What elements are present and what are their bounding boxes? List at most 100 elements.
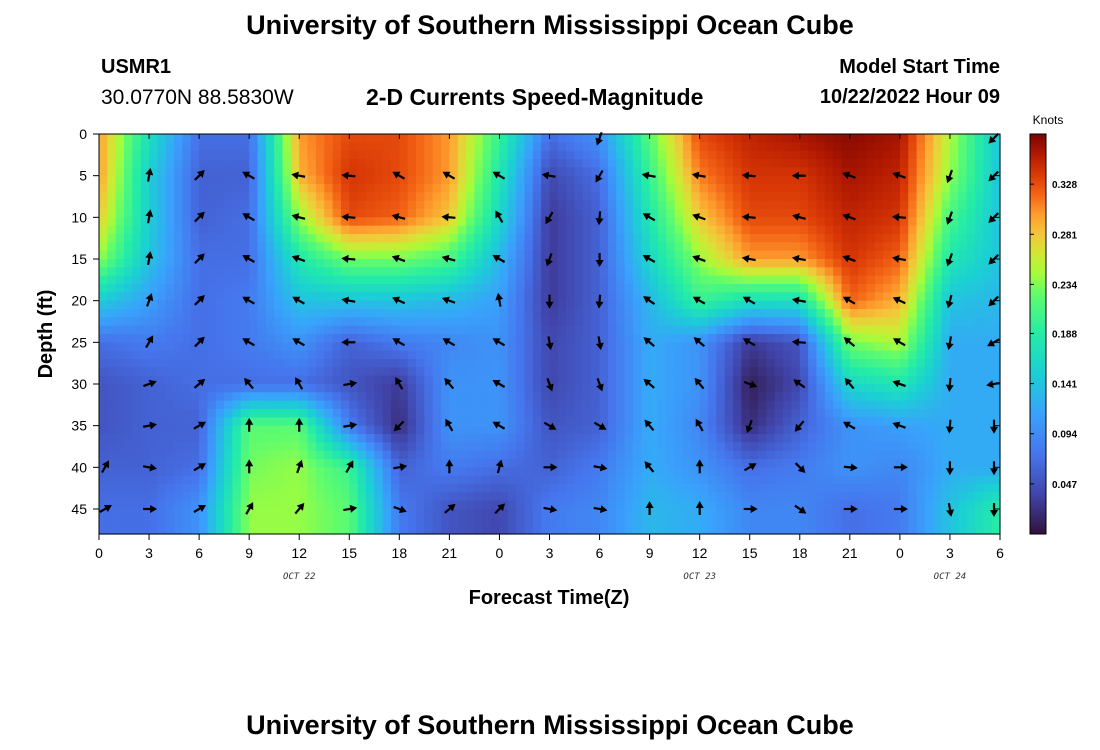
- heatmap-cell: [357, 359, 367, 368]
- heatmap-cell: [699, 350, 709, 360]
- heatmap-cell: [132, 350, 142, 360]
- heatmap-cell: [849, 409, 859, 418]
- heatmap-cell: [599, 350, 609, 360]
- heatmap-cell: [624, 259, 634, 268]
- heatmap-cell: [224, 317, 234, 327]
- heatmap-cell: [449, 492, 459, 502]
- heatmap-cell: [165, 250, 175, 260]
- heatmap-cell: [891, 200, 901, 210]
- heatmap-cell: [466, 375, 476, 385]
- heatmap-cell: [315, 259, 325, 268]
- heatmap-cell: [816, 142, 826, 152]
- heatmap-cell: [365, 384, 375, 393]
- heatmap-cell: [799, 234, 809, 243]
- heatmap-cell: [140, 409, 150, 418]
- heatmap-cell: [340, 342, 350, 352]
- heatmap-cell: [390, 150, 400, 160]
- heatmap-cell: [974, 175, 984, 185]
- heatmap-cell: [766, 250, 776, 260]
- heatmap-cell: [874, 475, 884, 485]
- heatmap-cell: [741, 200, 751, 210]
- heatmap-cell: [824, 250, 834, 260]
- heatmap-cell: [649, 309, 659, 318]
- heatmap-cell: [908, 317, 918, 327]
- heatmap-cell: [466, 359, 476, 368]
- heatmap-cell: [716, 325, 726, 335]
- heatmap-cell: [374, 300, 384, 310]
- heatmap-cell: [983, 375, 993, 385]
- heatmap-cell: [332, 217, 342, 227]
- heatmap-cell: [516, 425, 526, 435]
- heatmap-cell: [124, 292, 133, 302]
- heatmap-cell: [532, 500, 542, 510]
- heatmap-cell: [841, 142, 851, 152]
- heatmap-cell: [432, 367, 442, 377]
- heatmap-cell: [399, 500, 409, 510]
- heatmap-cell: [599, 442, 609, 452]
- heatmap-cell: [749, 417, 759, 427]
- heatmap-cell: [858, 267, 868, 277]
- heatmap-cell: [899, 425, 909, 435]
- heatmap-cell: [315, 142, 325, 152]
- heatmap-cell: [549, 400, 559, 410]
- heatmap-cell: [974, 267, 984, 277]
- heatmap-cell: [541, 484, 551, 493]
- heatmap-cell: [449, 159, 459, 168]
- heatmap-cell: [240, 384, 250, 393]
- heatmap-cell: [282, 442, 292, 452]
- heatmap-cell: [966, 284, 976, 293]
- heatmap-cell: [157, 209, 167, 218]
- heatmap-cell: [774, 200, 784, 210]
- heatmap-cell: [332, 300, 342, 310]
- heatmap-cell: [641, 300, 651, 310]
- heatmap-cell: [282, 209, 292, 218]
- heatmap-cell: [507, 209, 517, 218]
- heatmap-cell: [240, 367, 250, 377]
- heatmap-cell: [566, 184, 576, 193]
- heatmap-cell: [449, 284, 459, 293]
- heatmap-cell: [340, 292, 350, 302]
- heatmap-cell: [908, 234, 918, 243]
- heatmap-cell: [833, 150, 843, 160]
- heatmap-cell: [582, 209, 592, 218]
- heatmap-cell: [758, 509, 767, 518]
- heatmap-cell: [390, 225, 400, 235]
- heatmap-cell: [674, 192, 684, 202]
- heatmap-cell: [557, 192, 567, 202]
- heatmap-cell: [115, 392, 125, 402]
- heatmap-cell: [374, 450, 384, 460]
- heatmap-cell: [649, 259, 659, 268]
- heatmap-cell: [416, 284, 425, 293]
- heatmap-cell: [966, 159, 976, 168]
- heatmap-cell: [115, 284, 125, 293]
- heatmap-cell: [649, 475, 659, 485]
- heatmap-cell: [190, 517, 200, 527]
- heatmap-cell: [332, 234, 342, 243]
- heatmap-cell: [174, 425, 184, 435]
- heatmap-cell: [99, 134, 108, 143]
- heatmap-cell: [532, 434, 542, 443]
- heatmap-cell: [774, 350, 784, 360]
- heatmap-cell: [958, 434, 968, 443]
- heatmap-cell: [699, 309, 709, 318]
- heatmap-cell: [365, 400, 375, 410]
- heatmap-cell: [649, 442, 659, 452]
- heatmap-cell: [324, 392, 334, 402]
- heatmap-cell: [616, 267, 626, 277]
- heatmap-cell: [716, 142, 726, 152]
- heatmap-cell: [340, 317, 350, 327]
- heatmap-cell: [124, 500, 133, 510]
- heatmap-cell: [416, 509, 425, 518]
- heatmap-cell: [149, 484, 158, 493]
- heatmap-cell: [674, 417, 684, 427]
- heatmap-cell: [766, 284, 776, 293]
- heatmap-cell: [924, 409, 934, 418]
- heatmap-cell: [766, 192, 776, 202]
- heatmap-cell: [232, 175, 242, 185]
- heatmap-cell: [574, 500, 584, 510]
- heatmap-cell: [741, 209, 751, 218]
- heatmap-cell: [349, 275, 359, 285]
- heatmap-cell: [357, 425, 367, 435]
- heatmap-cell: [749, 309, 759, 318]
- heatmap-cell: [249, 300, 259, 310]
